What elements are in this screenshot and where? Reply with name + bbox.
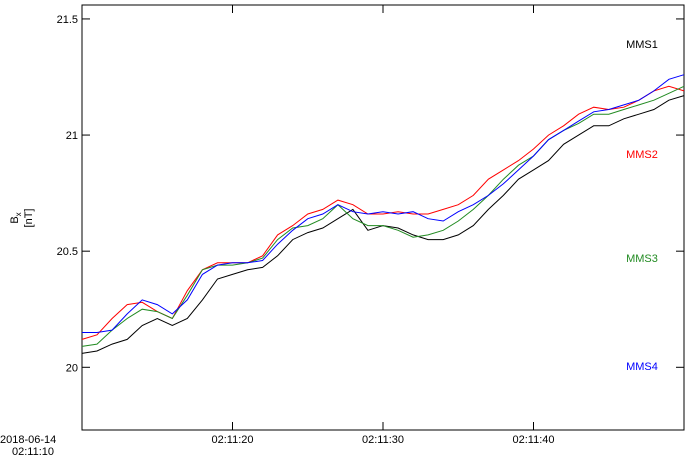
y-tick-label: 21.5 (57, 14, 78, 26)
series-line (81, 85, 685, 340)
x-tick-label: 02:11:20 (211, 434, 253, 446)
y-tick-label: 21 (66, 130, 78, 142)
x-tick-label: 02:11:40 (512, 434, 554, 446)
y-axis-label: Bx [nT] (9, 209, 35, 228)
legend-label: MMS1 (626, 39, 658, 51)
legend-label: MMS2 (626, 149, 658, 161)
y-tick-label: 20.5 (57, 246, 78, 258)
series-line (81, 95, 685, 354)
x-start-date: 2018-06-14 (0, 434, 56, 446)
x-tick-label: 02:11:30 (362, 434, 404, 446)
y-label-b: B (9, 216, 21, 223)
y-label-unit: [nT] (23, 209, 35, 228)
x-tick-label: 02:11:10 (12, 446, 54, 456)
legend-label: MMS3 (626, 253, 658, 265)
series-line (82, 74, 685, 333)
plot-frame (81, 4, 685, 431)
series-line (81, 85, 685, 347)
y-tick-label: 20 (66, 362, 78, 374)
y-label-symbol: Bx (9, 212, 23, 223)
y-label-sub: x (14, 212, 23, 216)
legend-label: MMS4 (626, 361, 658, 373)
